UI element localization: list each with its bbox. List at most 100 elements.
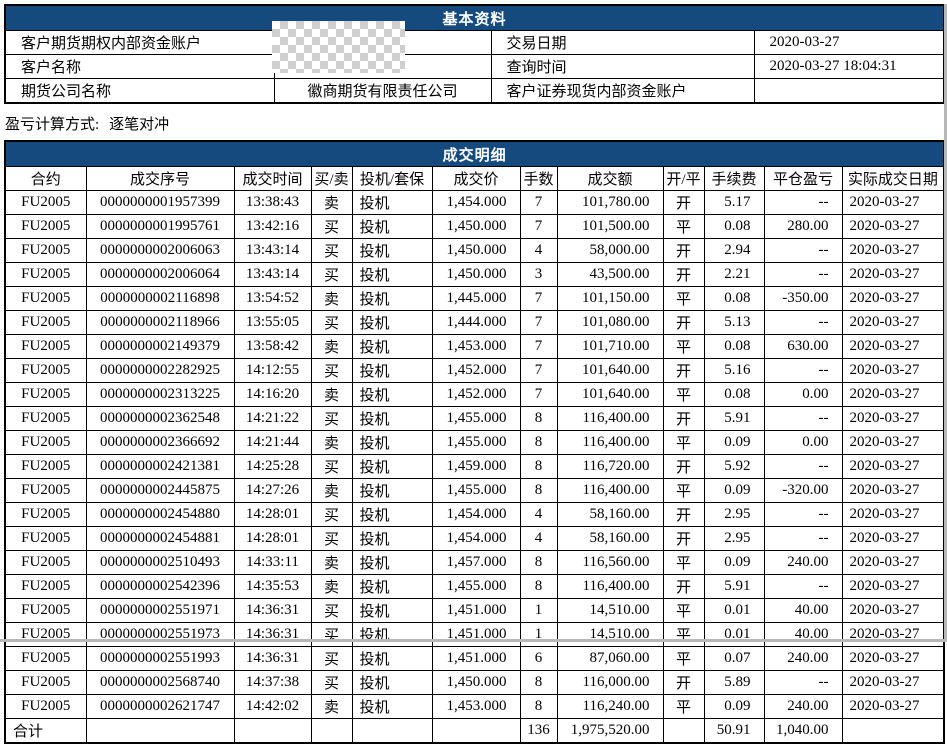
cell-close-pnl: 40.00: [763, 622, 843, 647]
cell-trade-time: [233, 718, 312, 744]
cell-fee: 2.21: [703, 262, 765, 287]
cell-buy-sell: 卖: [310, 190, 353, 215]
cell-contract: FU2005: [4, 526, 87, 551]
cell-trade-time: 14:21:22: [233, 406, 312, 431]
cell-spec-hedge: 投机: [351, 646, 433, 671]
cell-open-close: 平: [662, 430, 705, 455]
cell-price: 1,457.000: [431, 550, 521, 575]
cell-amount: 1,975,520.00: [556, 718, 664, 744]
cell-contract: FU2005: [4, 574, 87, 599]
cell-close-pnl: -350.00: [763, 286, 843, 311]
cell-price: 1,452.000: [431, 382, 521, 407]
cell-buy-sell: 买: [310, 358, 353, 383]
cell-open-close: 平: [662, 334, 705, 359]
cell-fee: 0.09: [703, 694, 765, 719]
cell-open-close: 开: [662, 406, 705, 431]
cell-fee: 0.09: [703, 550, 765, 575]
cell-close-pnl: --: [763, 670, 843, 695]
trade-details-table: 成交明细 合约 成交序号 成交时间 买/卖 投机/套保 成交价 手数 成交额 开/平 手续费 平仓盈…: [4, 140, 946, 744]
cell-lots: 7: [519, 214, 558, 239]
trade-row: FU2005 0000000002006064 13:43:14 买投机 1,450.0…: [4, 262, 945, 287]
cell-close-pnl: --: [763, 190, 843, 215]
cell-buy-sell: 买: [310, 670, 353, 695]
cell-contract: FU2005: [4, 646, 87, 671]
cell-fee: 5.92: [703, 454, 765, 479]
cell-actual-trade-date: 2020-03-27: [841, 238, 945, 263]
cell-trade-time: 14:25:28: [233, 454, 312, 479]
trade-row: FU2005 0000000002551993 14:36:31 买投机 1,451.0…: [4, 646, 945, 671]
cell-contract: FU2005: [4, 694, 87, 719]
cell-trade-serial: 0000000002366692: [85, 430, 235, 455]
cell-buy-sell: 卖: [310, 334, 353, 359]
cell-actual-trade-date: 2020-03-27: [841, 670, 945, 695]
cell-actual-trade-date: 2020-03-27: [841, 454, 945, 479]
cell-close-pnl: 0.00: [763, 382, 843, 407]
cell-trade-serial: 0000000002551971: [85, 598, 235, 623]
cell-trade-serial: 0000000002149379: [85, 334, 235, 359]
cell-price: 1,454.000: [431, 190, 521, 215]
trade-details-title: 成交明细: [4, 140, 945, 167]
cell-buy-sell: 卖: [310, 550, 353, 575]
cell-trade-time: 13:43:14: [233, 238, 312, 263]
cell-contract: FU2005: [4, 478, 87, 503]
col-header-spec-hedge: 投机/套保: [351, 166, 433, 191]
label-futures-company: 期货公司名称: [4, 78, 275, 104]
basic-info-row: 客户期货期权内部资金账户 交易日期 2020-03-27: [4, 30, 945, 55]
cell-price: 1,450.000: [431, 238, 521, 263]
cell-amount: 101,780.00: [556, 190, 664, 215]
cell-trade-serial: 0000000002542396: [85, 574, 235, 599]
col-header-lots: 手数: [519, 166, 558, 191]
trade-row: FU2005 0000000002313225 14:16:20 卖投机 1,452.0…: [4, 382, 945, 407]
trade-row: FU2005 0000000002421381 14:25:28 买投机 1,459.0…: [4, 454, 945, 479]
cell-amount: 58,000.00: [556, 238, 664, 263]
trade-row: FU2005 0000000002445875 14:27:26 卖投机 1,455.0…: [4, 478, 945, 503]
trade-row: FU2005 0000000001957399 13:38:43 卖投机 1,454.0…: [4, 190, 945, 215]
cell-price: 1,445.000: [431, 286, 521, 311]
cell-fee: 2.95: [703, 502, 765, 527]
cell-contract: FU2005: [4, 310, 87, 335]
col-header-contract: 合约: [4, 166, 87, 191]
cell-price: 1,450.000: [431, 262, 521, 287]
cell-actual-trade-date: 2020-03-27: [841, 694, 945, 719]
cell-spec-hedge: 投机: [351, 286, 433, 311]
cell-open-close: 开: [662, 190, 705, 215]
cell-contract: FU2005: [4, 190, 87, 215]
cell-contract: FU2005: [4, 598, 87, 623]
col-header-trade-time: 成交时间: [233, 166, 312, 191]
cell-spec-hedge: 投机: [351, 574, 433, 599]
cell-trade-time: 14:36:31: [233, 598, 312, 623]
cell-contract: FU2005: [4, 406, 87, 431]
cell-trade-serial: 0000000002621747: [85, 694, 235, 719]
cell-price: 1,454.000: [431, 502, 521, 527]
cell-trade-time: 14:28:01: [233, 526, 312, 551]
col-header-close-pnl: 平仓盈亏: [763, 166, 843, 191]
cell-fee: 5.91: [703, 406, 765, 431]
cell-buy-sell: [310, 718, 353, 744]
label-customer-name: 客户名称: [4, 54, 275, 79]
cell-trade-serial: 0000000001995761: [85, 214, 235, 239]
cell-price: 1,451.000: [431, 646, 521, 671]
cell-trade-time: 14:16:20: [233, 382, 312, 407]
basic-info-title-row: 基本资料: [4, 4, 945, 31]
cell-amount: 116,720.00: [556, 454, 664, 479]
cell-close-pnl: --: [763, 310, 843, 335]
value-securities-spot-account: [753, 78, 945, 104]
cell-lots: 8: [519, 574, 558, 599]
cell-close-pnl: --: [763, 574, 843, 599]
trade-details-title-row: 成交明细: [4, 140, 945, 167]
cell-actual-trade-date: 2020-03-27: [841, 430, 945, 455]
cell-lots: 136: [519, 718, 558, 744]
cell-price: 1,451.000: [431, 622, 521, 647]
cell-lots: 7: [519, 310, 558, 335]
cell-open-close: 开: [662, 454, 705, 479]
cell-lots: 7: [519, 382, 558, 407]
pnl-method-label: 盈亏计算方式:: [5, 117, 100, 133]
cell-trade-serial: 0000000002118966: [85, 310, 235, 335]
cell-trade-time: 14:36:31: [233, 622, 312, 647]
cell-close-pnl: 0.00: [763, 430, 843, 455]
cell-spec-hedge: 投机: [351, 502, 433, 527]
cell-price: 1,455.000: [431, 478, 521, 503]
cell-trade-time: 13:54:52: [233, 286, 312, 311]
cell-buy-sell: 买: [310, 310, 353, 335]
cell-lots: 1: [519, 598, 558, 623]
